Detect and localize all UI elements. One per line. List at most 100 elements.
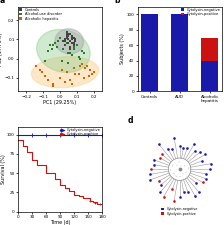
Point [80, 49, 84, 53]
Cytolysin-positive [26, 151, 29, 154]
Point [68, 32, 72, 36]
Point [48, 43, 52, 47]
Point [68, 47, 72, 51]
Point [182, 190, 185, 194]
Point [65, 70, 69, 74]
Cytolysin-positive [91, 201, 94, 204]
Point [201, 181, 204, 184]
Point [67, 41, 70, 45]
Cytolysin-positive [31, 159, 33, 161]
Point [170, 188, 174, 191]
Point [172, 137, 176, 140]
Bar [201, 38, 218, 91]
Y-axis label: Subjects (%): Subjects (%) [120, 34, 125, 64]
Point [90, 72, 94, 76]
Point [58, 76, 62, 80]
Point [152, 158, 155, 162]
Ellipse shape [37, 29, 90, 72]
Point [84, 66, 87, 70]
Point [63, 80, 67, 83]
Point [53, 41, 57, 45]
Point [152, 163, 156, 166]
Point [178, 144, 181, 148]
Point [46, 78, 50, 82]
Point [208, 167, 212, 171]
Point [38, 68, 42, 72]
Point [72, 43, 75, 47]
Point [178, 167, 181, 171]
Point [35, 65, 38, 68]
Cytolysin-positive [59, 183, 61, 186]
Point [172, 199, 176, 203]
Cytolysin-positive [73, 193, 75, 196]
Point [72, 47, 75, 51]
Point [50, 47, 53, 51]
Line: Cytolysin-positive: Cytolysin-positive [18, 140, 102, 204]
Cytolysin-positive [45, 172, 47, 174]
Point [158, 156, 162, 160]
Point [52, 84, 55, 87]
Point [43, 59, 47, 62]
Point [205, 172, 208, 176]
Point [80, 63, 84, 66]
Point [197, 190, 200, 194]
Point [78, 57, 82, 61]
Point [77, 72, 80, 76]
Point [70, 34, 74, 37]
Point [62, 40, 65, 43]
Point [194, 181, 198, 185]
Point [193, 149, 197, 153]
Bar [141, 14, 158, 91]
Point [204, 177, 208, 180]
Bar [201, 38, 218, 61]
Point [65, 32, 69, 36]
Point [63, 38, 67, 41]
Point [157, 180, 160, 183]
Point [75, 43, 79, 47]
X-axis label: Time (d): Time (d) [50, 220, 70, 225]
Point [162, 195, 165, 199]
Point [68, 40, 72, 43]
Legend: Cytolysin-negative, Cytolysin-positive: Cytolysin-negative, Cytolysin-positive [180, 7, 221, 17]
Point [67, 32, 70, 36]
Point [40, 70, 43, 74]
Point [157, 142, 160, 146]
Point [73, 40, 77, 43]
Point [70, 82, 74, 86]
Point [65, 41, 69, 45]
Point [60, 59, 64, 62]
Point [182, 146, 185, 149]
Cytolysin-positive [68, 189, 71, 192]
Bar [171, 14, 188, 91]
Point [68, 45, 72, 49]
Point [78, 65, 82, 68]
Legend: Controls, Alcohol-use disorder, Alcoholic hepatitis: Controls, Alcohol-use disorder, Alcoholi… [18, 7, 62, 22]
Cytolysin-positive [82, 196, 85, 199]
Point [82, 76, 85, 80]
Point [170, 147, 174, 151]
Point [67, 34, 70, 37]
Point [72, 36, 75, 39]
Point [70, 41, 74, 45]
Y-axis label: Survival (%): Survival (%) [1, 154, 6, 184]
Point [68, 78, 72, 82]
Point [65, 36, 69, 39]
Point [210, 162, 213, 165]
Point [63, 38, 67, 41]
Point [67, 61, 70, 64]
Point [62, 47, 65, 51]
Cytolysin-positive [17, 139, 19, 141]
Ellipse shape [55, 29, 84, 54]
Point [159, 183, 162, 187]
Point [87, 74, 90, 78]
Point [166, 147, 170, 150]
Point [46, 49, 50, 53]
Point [149, 167, 153, 171]
Cytolysin-positive [63, 187, 66, 190]
Cytolysin-positive [89, 199, 92, 202]
Text: a: a [0, 0, 5, 5]
Point [58, 36, 62, 39]
Point [92, 70, 95, 74]
Point [55, 45, 58, 49]
Legend: Cytolysin-negative, Cytolysin-positive: Cytolysin-negative, Cytolysin-positive [59, 127, 102, 137]
